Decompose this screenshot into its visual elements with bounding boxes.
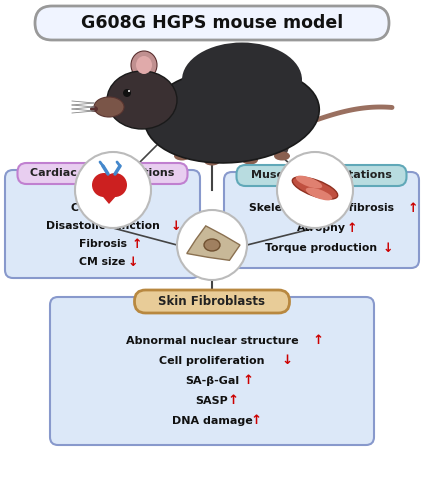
Polygon shape <box>187 226 240 260</box>
Text: Cell proliferation: Cell proliferation <box>159 356 265 366</box>
Text: Cardiac manifestations: Cardiac manifestations <box>30 168 175 178</box>
Text: ↓: ↓ <box>128 256 138 268</box>
Circle shape <box>123 89 131 97</box>
Text: ↓: ↓ <box>171 220 181 232</box>
Ellipse shape <box>205 139 219 161</box>
Ellipse shape <box>274 152 290 160</box>
FancyBboxPatch shape <box>224 172 419 268</box>
Text: ↓: ↓ <box>281 354 293 368</box>
Circle shape <box>128 90 130 92</box>
Ellipse shape <box>136 56 152 74</box>
Ellipse shape <box>242 156 258 164</box>
Circle shape <box>92 173 116 197</box>
Ellipse shape <box>175 134 189 156</box>
Text: ↑: ↑ <box>408 202 418 214</box>
Text: SA-β-Gal: SA-β-Gal <box>185 376 239 386</box>
Text: CO and SV: CO and SV <box>71 203 134 213</box>
Text: ↑: ↑ <box>347 222 357 234</box>
FancyBboxPatch shape <box>5 170 200 278</box>
Text: ↓: ↓ <box>383 242 393 254</box>
Text: ↑: ↑ <box>131 238 142 250</box>
Text: Atrophy: Atrophy <box>297 223 346 233</box>
Text: ↑: ↑ <box>243 374 254 388</box>
Text: Abnormal nuclear structure: Abnormal nuclear structure <box>126 336 298 346</box>
Ellipse shape <box>90 106 98 112</box>
Circle shape <box>103 173 127 197</box>
Text: DNA damage: DNA damage <box>172 416 252 426</box>
Circle shape <box>75 152 151 228</box>
Ellipse shape <box>306 188 332 200</box>
Ellipse shape <box>275 134 289 156</box>
Ellipse shape <box>131 51 157 79</box>
FancyBboxPatch shape <box>237 165 407 186</box>
Text: Disastolic function: Disastolic function <box>45 221 159 231</box>
Ellipse shape <box>243 138 257 160</box>
Polygon shape <box>93 185 126 204</box>
Text: Muscle manifestations: Muscle manifestations <box>251 170 392 180</box>
Text: G608G HGPS mouse model: G608G HGPS mouse model <box>81 14 343 32</box>
Text: CM size: CM size <box>79 257 126 267</box>
Circle shape <box>177 210 247 280</box>
Ellipse shape <box>145 67 319 163</box>
Ellipse shape <box>292 177 338 199</box>
Text: ↑: ↑ <box>312 334 323 347</box>
Text: Skin Fibroblasts: Skin Fibroblasts <box>159 295 265 308</box>
Ellipse shape <box>204 239 220 251</box>
Circle shape <box>277 152 353 228</box>
Ellipse shape <box>107 71 177 129</box>
Ellipse shape <box>204 156 220 166</box>
FancyBboxPatch shape <box>35 6 389 40</box>
Text: ↓: ↓ <box>135 202 145 214</box>
Text: SASP: SASP <box>195 396 229 406</box>
FancyBboxPatch shape <box>50 297 374 445</box>
Ellipse shape <box>296 176 322 188</box>
FancyBboxPatch shape <box>17 163 187 184</box>
Text: Torque production: Torque production <box>265 243 377 253</box>
Text: Skeletal muscle fibrosis: Skeletal muscle fibrosis <box>249 203 394 213</box>
Text: Fibrosis: Fibrosis <box>78 239 126 249</box>
Ellipse shape <box>94 97 124 117</box>
Text: ↑: ↑ <box>227 394 239 407</box>
Ellipse shape <box>174 152 190 160</box>
Ellipse shape <box>182 42 302 117</box>
Text: ↑: ↑ <box>251 414 262 428</box>
FancyBboxPatch shape <box>134 290 290 313</box>
